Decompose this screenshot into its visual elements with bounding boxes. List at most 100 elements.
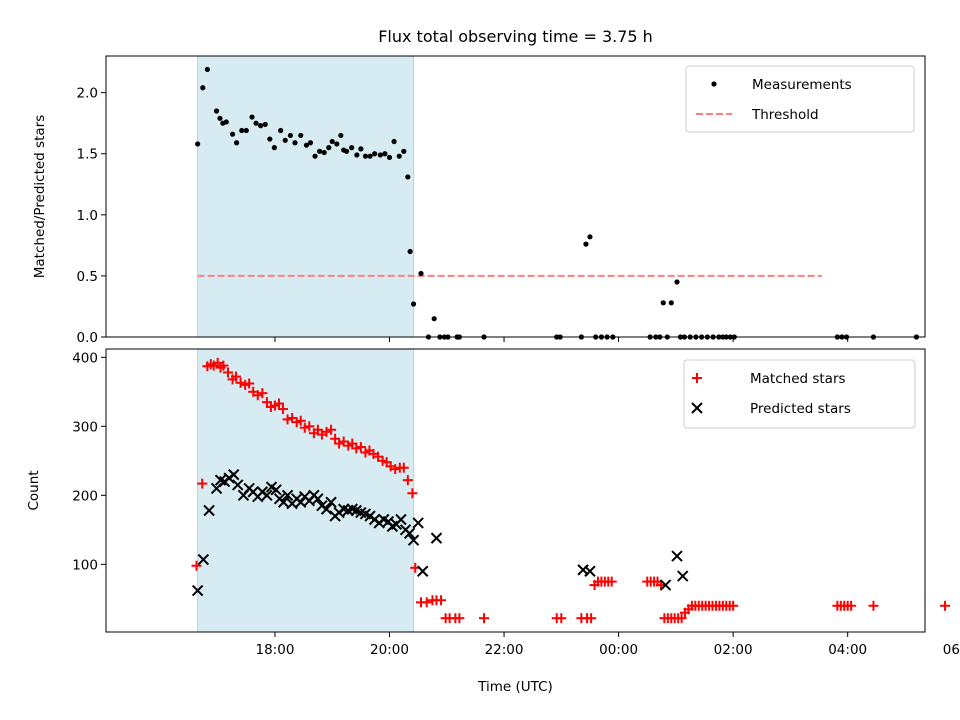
marker-stroke <box>295 496 307 508</box>
matched-star-point <box>846 600 857 611</box>
marker-stroke <box>378 513 390 526</box>
marker-stroke <box>337 503 350 515</box>
predicted-star-point <box>232 479 244 491</box>
top-panel-y-ticks: 0.0 0.5 1.0 1.5 2.0 <box>77 86 106 346</box>
bottom-panel-x-ticks: 18:00 20:00 22:00 00:00 02:00 04:00 06:00 <box>256 632 960 658</box>
measurement-point <box>396 153 402 159</box>
matched-star-point <box>282 414 293 425</box>
measurement-point <box>343 148 350 154</box>
measurement-point <box>329 138 335 145</box>
marker-stroke <box>584 565 596 577</box>
marker-stroke <box>312 493 324 505</box>
measurement-point <box>258 123 264 129</box>
marker-stroke <box>359 508 372 520</box>
predicted-star-point <box>417 565 429 577</box>
legend-box <box>685 65 915 133</box>
measurement-point <box>317 148 323 154</box>
marker-stroke <box>228 468 240 481</box>
legend-box <box>683 359 916 429</box>
measurement-point <box>233 140 240 146</box>
matched-star-point <box>676 613 687 624</box>
observing-window-shade <box>197 55 415 338</box>
matched-star-point <box>273 398 284 409</box>
legend-swatch-measurements <box>711 81 717 87</box>
predicted-star-point <box>197 553 210 566</box>
y-tick-label: 0.5 <box>77 269 98 285</box>
predicted-star-point <box>281 489 294 502</box>
measurement-point <box>282 137 288 143</box>
legend-label: Measurements <box>752 77 852 93</box>
measurement-point <box>303 142 310 148</box>
measurement-point <box>367 153 373 159</box>
top-panel: 0.0 0.5 1.0 1.5 2.0 Flux total observing tim… <box>32 27 926 346</box>
predicted-star-point <box>325 496 337 508</box>
predicted-star-point <box>584 565 596 577</box>
marker-stroke <box>232 479 244 491</box>
measurement-point <box>668 300 674 306</box>
predicted-star-point <box>261 489 273 502</box>
top-panel-legend: Measurements Threshold <box>685 65 915 133</box>
matched-star-point <box>295 415 306 426</box>
measurement-point <box>587 234 593 240</box>
measurement-point <box>362 153 369 159</box>
matched-star-point <box>222 367 233 378</box>
marker-stroke <box>197 553 210 566</box>
measurement-point <box>401 148 407 154</box>
y-tick-label: 300 <box>72 419 98 435</box>
x-tick-label: 06:00 <box>943 642 960 658</box>
measurement-point <box>377 152 383 158</box>
marker-stroke <box>346 503 358 515</box>
measurement-point <box>204 66 210 73</box>
matched-star-point <box>868 600 879 611</box>
marker-stroke <box>325 496 337 508</box>
marker-stroke <box>395 513 407 526</box>
predicted-star-point <box>677 570 689 582</box>
matched-star-point <box>231 371 242 382</box>
y-tick-label: 1.0 <box>77 208 98 224</box>
matched-star-point <box>355 442 366 453</box>
matched-star-point <box>252 390 263 401</box>
x-tick-label: 02:00 <box>714 642 753 658</box>
measurement-point <box>326 145 332 151</box>
matched-star-point <box>277 404 288 415</box>
x-axis-label: Time (UTC) <box>477 679 553 695</box>
marker-stroke <box>417 565 429 577</box>
bottom-panel: 100 200 300 400 18:00 20:00 22:00 00:00 02:00 04… <box>26 348 960 695</box>
x-tick-label: 04:00 <box>828 642 867 658</box>
matched-star-point <box>244 378 255 389</box>
matched-star-point <box>235 377 246 388</box>
measurement-point <box>253 120 259 126</box>
chart-title: Flux total observing time = 3.75 h <box>378 27 653 46</box>
predicted-star-point <box>191 584 204 597</box>
marker-stroke <box>320 503 333 515</box>
matched-star-point <box>728 600 739 611</box>
predicted-star-point <box>403 527 416 540</box>
measurement-point <box>660 300 666 306</box>
measurement-point <box>239 127 245 134</box>
predicted-star-point <box>412 517 424 529</box>
matched-star-point <box>351 443 362 454</box>
matched-star-point <box>421 597 432 608</box>
marker-stroke <box>281 489 294 502</box>
y-tick-label: 2.0 <box>77 86 98 102</box>
matched-star-point <box>454 613 465 624</box>
x-tick-label: 00:00 <box>599 642 638 658</box>
marker-stroke <box>214 474 227 486</box>
legend-label: Predicted stars <box>750 401 851 417</box>
bottom-panel-marks <box>191 357 951 624</box>
measurement-point <box>372 151 378 157</box>
bottom-panel-y-axis-label: Count <box>26 470 42 510</box>
measurement-point <box>334 141 340 147</box>
marker-stroke <box>659 579 672 591</box>
measurement-point <box>431 316 437 322</box>
measurement-point <box>407 248 413 255</box>
matched-star-point <box>197 478 208 489</box>
measurement-point <box>410 301 417 307</box>
measurement-point <box>307 140 314 146</box>
measurement-point <box>418 270 424 277</box>
matched-star-point <box>407 488 418 499</box>
measurement-point <box>583 241 589 247</box>
y-tick-label: 0.0 <box>77 330 98 346</box>
measurement-point <box>195 141 201 147</box>
measurement-point <box>349 145 355 151</box>
